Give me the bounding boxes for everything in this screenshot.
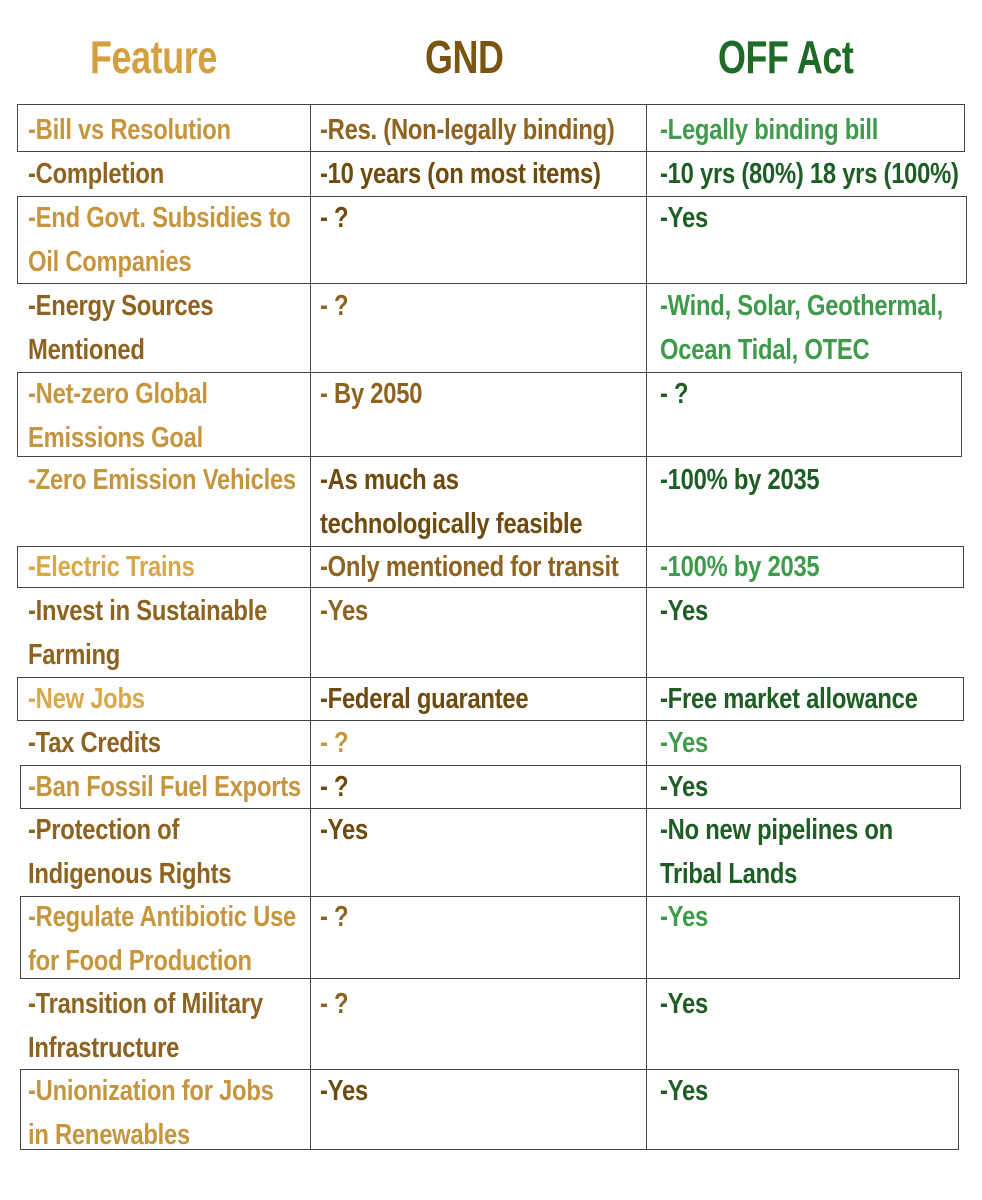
gnd-cell: - By 2050 <box>320 378 423 410</box>
feature-column-header: Feature <box>90 31 217 83</box>
row-frame <box>17 677 964 721</box>
row-frame <box>17 196 967 284</box>
off-act-cell: - ? <box>660 378 689 410</box>
row-frame <box>20 1069 959 1150</box>
off-act-cell: -Wind, Solar, Geothermal, Ocean Tidal, OT… <box>660 290 944 366</box>
off-act-column-header: OFF Act <box>718 31 854 83</box>
row-frame <box>20 896 960 979</box>
gnd-cell: - ? <box>320 771 349 803</box>
off-act-cell: -Yes <box>660 727 708 759</box>
off-act-cell: -100% by 2035 <box>660 551 820 583</box>
gnd-cell: - ? <box>320 290 349 322</box>
gnd-cell: -Yes <box>320 1075 368 1107</box>
off-act-cell: -No new pipelines on Tribal Lands <box>660 814 893 890</box>
off-act-cell: -10 yrs (80%) 18 yrs (100%) <box>660 158 959 190</box>
off-act-cell: -100% by 2035 <box>660 464 820 496</box>
gnd-cell: -10 years (on most items) <box>320 158 601 190</box>
feature-cell: -Invest in Sustainable Farming <box>28 595 268 671</box>
gnd-cell: -Yes <box>320 595 368 627</box>
off-act-cell: -Legally binding bill <box>660 114 879 146</box>
feature-cell: -End Govt. Subsidies to Oil Companies <box>28 202 291 278</box>
off-act-cell: -Yes <box>660 988 708 1020</box>
feature-cell: -Bill vs Resolution <box>28 114 231 146</box>
off-act-cell: -Yes <box>660 771 708 803</box>
feature-cell: -Tax Credits <box>28 727 161 759</box>
gnd-cell: - ? <box>320 901 349 933</box>
feature-cell: -Regulate Antibiotic Use for Food Product… <box>28 901 297 977</box>
row-frame <box>17 104 965 152</box>
feature-cell: -New Jobs <box>28 683 145 715</box>
gnd-cell: - ? <box>320 988 349 1020</box>
gnd-cell: -Federal guarantee <box>320 683 529 715</box>
feature-cell: -Protection of Indigenous Rights <box>28 814 232 890</box>
row-frame <box>17 546 964 588</box>
row-frame <box>20 765 961 809</box>
column-divider <box>310 104 311 1150</box>
feature-cell: -Unionization for Jobs in Renewables <box>28 1075 274 1151</box>
off-act-cell: -Free market allowance <box>660 683 918 715</box>
off-act-cell: -Yes <box>660 1075 708 1107</box>
off-act-cell: -Yes <box>660 901 708 933</box>
row-frame <box>17 372 962 457</box>
gnd-cell: -As much as technologically feasible <box>320 464 583 540</box>
feature-cell: -Electric Trains <box>28 551 195 583</box>
column-divider <box>646 104 647 1150</box>
gnd-cell: -Only mentioned for transit <box>320 551 619 583</box>
feature-cell: -Net-zero Global Emissions Goal <box>28 378 208 454</box>
off-act-cell: -Yes <box>660 202 708 234</box>
off-act-cell: -Yes <box>660 595 708 627</box>
feature-cell: -Completion <box>28 158 164 190</box>
feature-cell: -Energy Sources Mentioned <box>28 290 214 366</box>
gnd-cell: -Res. (Non-legally binding) <box>320 114 615 146</box>
feature-cell: -Transition of Military Infrastructure <box>28 988 263 1064</box>
feature-cell: -Zero Emission Vehicles <box>28 464 296 496</box>
feature-cell: -Ban Fossil Fuel Exports <box>28 771 301 803</box>
gnd-cell: - ? <box>320 202 349 234</box>
gnd-cell: - ? <box>320 727 349 759</box>
gnd-cell: -Yes <box>320 814 368 846</box>
gnd-column-header: GND <box>425 31 504 83</box>
